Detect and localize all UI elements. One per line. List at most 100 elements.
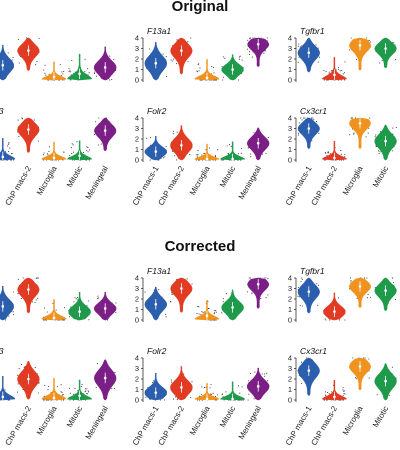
data-point [248,277,250,279]
data-point [328,393,330,395]
data-point [7,143,9,145]
data-point [8,151,10,153]
data-point [300,117,302,119]
median-point [1,305,5,308]
violin-panel-7: F13a1 0 12 34 [135,266,270,325]
median-point [180,49,183,52]
x-category-label: Meningeal [84,404,110,441]
y-tick-label: 4 [288,114,292,123]
data-point [115,311,117,313]
x-category-label: Mitotic [65,405,84,430]
y-tick-label: 3 [135,284,139,293]
data-point [170,379,172,381]
data-point [84,391,86,393]
data-point [76,141,78,143]
x-category-label: Meningeal [84,164,110,201]
median-point [333,73,336,77]
data-point [264,50,266,52]
data-point [379,151,381,153]
data-point [43,152,45,154]
data-point [240,147,242,150]
data-point [344,393,346,395]
data-point [86,388,88,390]
y-tick-label: 0 [288,396,292,405]
data-point [94,133,96,135]
data-point [355,58,357,60]
data-point [20,363,23,365]
data-point [366,297,368,299]
x-category-label: Mitotic [65,165,84,190]
data-point [368,377,370,379]
data-point [228,144,231,146]
x-category-label: Microglia [35,164,59,197]
data-point [298,132,300,134]
data-point [190,37,192,39]
data-point [364,357,366,359]
data-point [45,399,47,401]
data-point [10,159,12,161]
data-point [97,297,99,299]
y-tick-label: 3 [135,44,139,53]
data-point [209,147,211,149]
data-point [77,390,79,392]
data-point [48,146,50,148]
data-point [344,156,346,158]
median-point [1,155,5,159]
data-point [325,319,327,321]
data-point [18,38,20,40]
data-point [62,73,64,75]
median-point [231,306,234,309]
data-point [393,281,395,284]
data-point [297,61,299,63]
median-point [27,377,30,381]
data-point [74,297,76,299]
data-point [353,132,355,134]
data-point [356,297,358,299]
data-point [227,153,230,155]
data-point [265,152,267,154]
median-point [103,376,107,380]
data-point [350,37,352,39]
data-point [63,71,65,73]
data-point [197,150,199,152]
data-point [61,394,64,396]
data-point [89,149,91,151]
x-category-label: Microglia [35,404,59,437]
data-point [213,312,215,314]
data-point [186,278,188,280]
data-point [306,357,308,359]
y-tick-label: 0 [135,156,139,165]
data-point [252,56,254,58]
data-point [198,306,200,308]
data-point [64,307,66,309]
data-point [42,399,44,401]
median-point [333,395,336,399]
x-category-label: Meningeal [237,164,263,201]
data-point [368,127,370,129]
data-point [315,44,317,46]
data-point [344,153,346,156]
data-point [351,117,353,119]
data-point [47,389,49,391]
data-point [75,298,77,300]
data-point [392,127,394,129]
data-point [198,313,200,315]
section-title-original: Original [172,0,229,15]
data-point [247,48,249,50]
data-point [344,79,346,81]
data-point [69,154,71,157]
y-tick-label: 4 [288,34,292,43]
median-point [103,307,107,310]
data-point [355,117,357,119]
y-tick-label: 2 [135,295,139,304]
data-point [187,61,189,63]
data-point [197,305,199,307]
data-point [261,153,263,155]
median-point [78,72,81,75]
data-point [395,59,397,61]
data-point [170,301,172,303]
data-point [312,117,314,119]
median-point [256,43,260,46]
data-point [221,393,223,395]
